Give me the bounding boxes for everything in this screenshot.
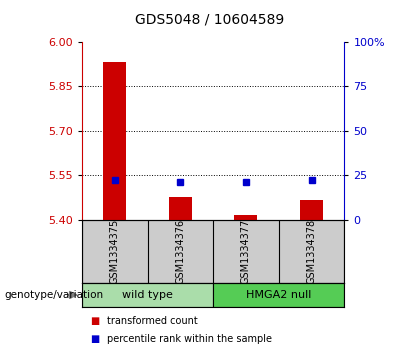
Text: GSM1334375: GSM1334375 xyxy=(110,219,120,284)
Text: wild type: wild type xyxy=(122,290,173,300)
Text: GSM1334377: GSM1334377 xyxy=(241,219,251,284)
Bar xyxy=(169,197,192,220)
Bar xyxy=(82,283,213,307)
Text: genotype/variation: genotype/variation xyxy=(4,290,103,300)
Text: HMGA2 null: HMGA2 null xyxy=(246,290,312,300)
Text: transformed count: transformed count xyxy=(107,316,198,326)
Text: ■: ■ xyxy=(90,316,100,326)
Text: GSM1334376: GSM1334376 xyxy=(175,219,185,284)
Text: percentile rank within the sample: percentile rank within the sample xyxy=(107,334,272,344)
Bar xyxy=(103,62,126,220)
Text: GDS5048 / 10604589: GDS5048 / 10604589 xyxy=(135,13,285,27)
Bar xyxy=(300,200,323,220)
Text: GSM1334378: GSM1334378 xyxy=(307,219,317,284)
Text: ■: ■ xyxy=(90,334,100,344)
Bar xyxy=(234,215,257,220)
Bar xyxy=(213,283,344,307)
